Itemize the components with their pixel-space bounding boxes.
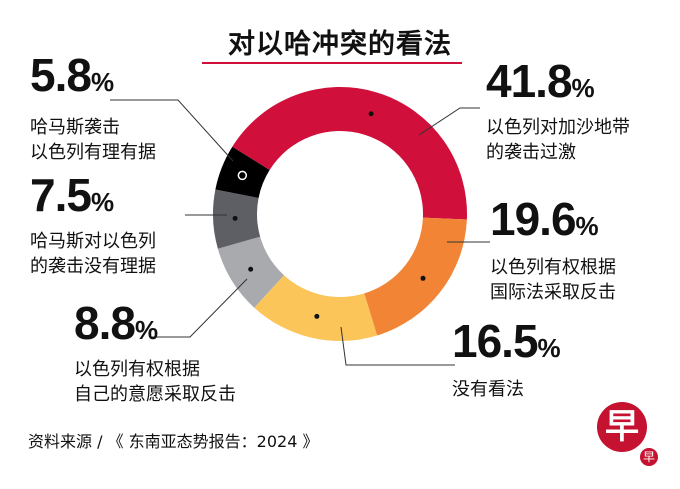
slice-8-8 bbox=[217, 236, 284, 308]
slice-5-8 bbox=[215, 146, 270, 198]
leader-dot-5-8 bbox=[237, 170, 248, 181]
source-note: 资料来源 / 《 东南亚态势报告：2024 》 bbox=[28, 432, 319, 451]
leader-dot-8-8 bbox=[248, 266, 254, 272]
leader-line-16-5 bbox=[340, 326, 455, 366]
value-19-6: 19.6 bbox=[490, 193, 577, 245]
slice-16-5 bbox=[254, 275, 378, 341]
slice-19-6 bbox=[364, 217, 467, 336]
value-16-5: 16.5 bbox=[452, 315, 539, 367]
leader-line-5-8 bbox=[110, 99, 234, 162]
zaobao-logo-small: 早 bbox=[640, 448, 658, 466]
leader-dot-19-6 bbox=[420, 275, 426, 281]
zaobao-logo: 早 bbox=[597, 402, 647, 452]
value-41-8: 41.8 bbox=[486, 55, 573, 107]
label-8-8: 8.8% 以色列有权根据 自己的意愿采取反击 bbox=[74, 297, 236, 405]
leader-dot-16-5 bbox=[314, 313, 320, 319]
leader-line-8-8 bbox=[150, 278, 248, 338]
value-8-8: 8.8 bbox=[74, 297, 136, 349]
label-19-6: 19.6% 以色列有权根据 国际法采取反击 bbox=[490, 193, 616, 303]
value-5-8: 5.8 bbox=[30, 49, 92, 101]
label-5-8: 5.8% 哈马斯袭击 以色列有理有据 bbox=[30, 49, 156, 163]
slice-41-8 bbox=[232, 87, 467, 220]
value-7-5: 7.5 bbox=[30, 169, 92, 221]
label-41-8: 41.8% 以色列对加沙地带 的袭击过激 bbox=[486, 55, 630, 163]
label-16-5: 16.5% 没有看法 bbox=[452, 315, 561, 400]
leader-line-41-8 bbox=[418, 107, 480, 136]
title-underline bbox=[202, 62, 462, 64]
chart-title: 对以哈冲突的看法 bbox=[228, 29, 452, 60]
label-7-5: 7.5% 哈马斯对以色列 的袭击没有理据 bbox=[30, 169, 156, 277]
leader-dot-41-8 bbox=[368, 111, 374, 117]
leader-dot-7-5 bbox=[232, 215, 238, 221]
